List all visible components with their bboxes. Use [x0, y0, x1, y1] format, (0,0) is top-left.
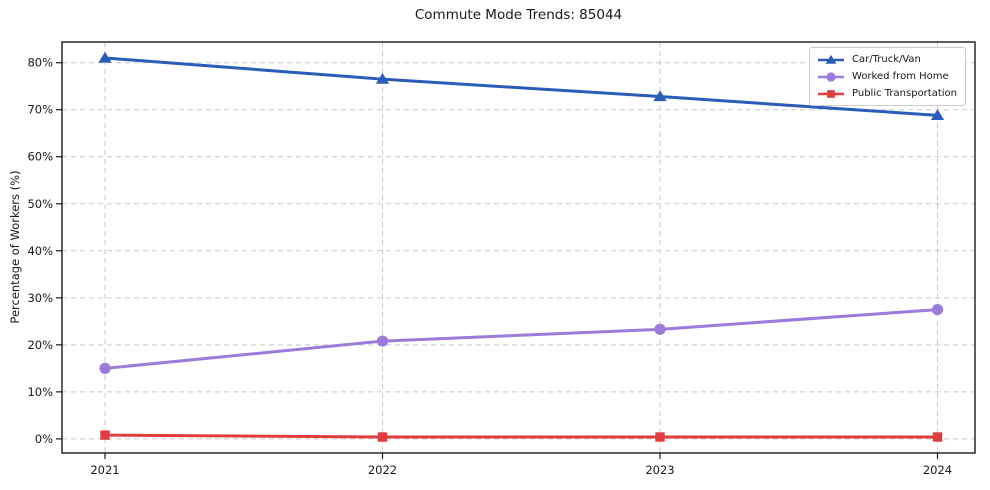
data-point-marker [826, 71, 836, 82]
chart-title: Commute Mode Trends: 85044 [414, 7, 623, 23]
data-point-marker [654, 323, 666, 335]
x-tick-label: 2021 [90, 463, 119, 477]
y-tick-label: 40% [27, 244, 53, 258]
series-line [103, 308, 939, 370]
data-point-marker [932, 432, 943, 442]
y-tick-label: 20% [27, 338, 53, 352]
plot-border [61, 41, 976, 454]
legend-label: Public Transportation [852, 88, 957, 99]
series-line [103, 56, 939, 117]
data-point-marker [377, 432, 388, 442]
data-point-marker [931, 303, 944, 316]
data-point-marker [655, 432, 665, 442]
data-point-marker [375, 72, 390, 84]
x-tick-label: 2022 [368, 463, 397, 477]
y-tick-label: 10% [27, 385, 53, 399]
data-point-marker [376, 335, 389, 347]
series-line [103, 433, 939, 439]
y-tick-label: 50% [27, 197, 53, 211]
legend-item: Worked from Home [817, 70, 957, 83]
data-point-marker [825, 54, 837, 64]
x-tick-label: 2023 [645, 463, 674, 477]
y-tick-label: 0% [35, 432, 53, 446]
y-tick-label: 60% [27, 150, 53, 164]
y-tick-label: 80% [27, 56, 53, 70]
data-point-marker [100, 430, 110, 440]
legend: Car/Truck/Van Worked from Home Public Tran… [809, 47, 966, 106]
legend-label: Car/Truck/Van [852, 54, 921, 65]
data-point-marker [930, 109, 945, 120]
data-point-marker [99, 362, 111, 374]
y-tick-label: 70% [27, 103, 53, 117]
data-point-marker [98, 51, 112, 63]
legend-item: Car/Truck/Van [817, 53, 957, 66]
legend-item: Public Transportation [817, 87, 957, 100]
legend-circle-icon [818, 71, 845, 82]
legend-label: Worked from Home [852, 71, 949, 82]
x-tick-label: 2024 [923, 463, 952, 477]
y-tick-label: 30% [27, 291, 53, 305]
data-point-marker [653, 90, 667, 102]
data-point-marker [827, 89, 835, 98]
legend-square-icon [818, 89, 845, 98]
legend-triangle-icon [818, 54, 845, 64]
